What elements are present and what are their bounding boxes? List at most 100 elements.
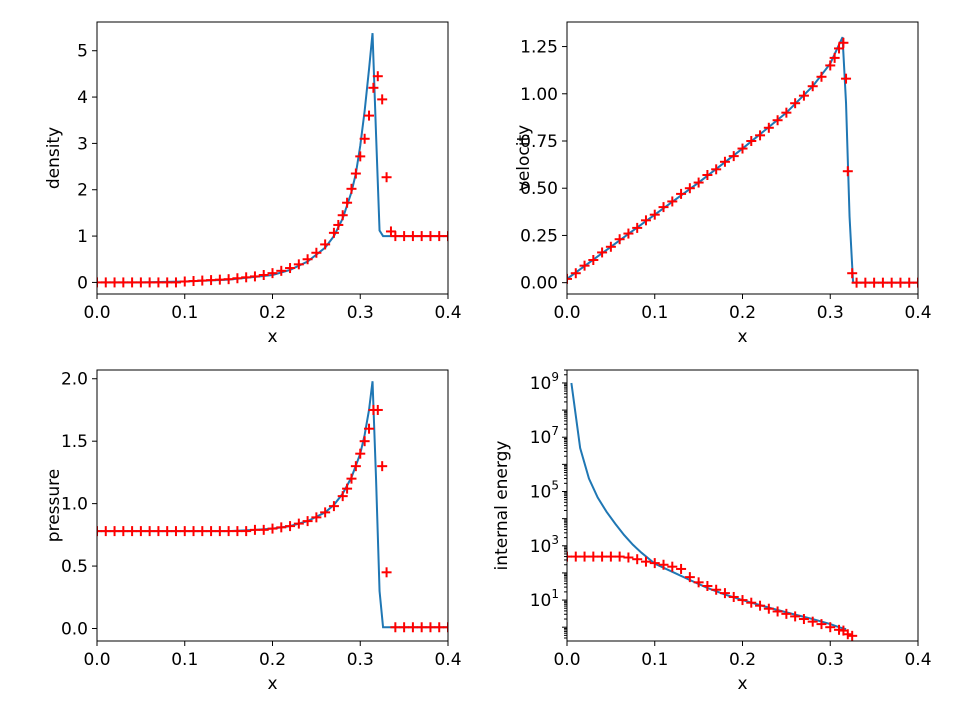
y-tick-label: 0.0	[61, 620, 88, 640]
x-tick-label: 0.0	[553, 303, 580, 323]
data-point-marker	[623, 552, 634, 563]
data-point-marker	[597, 247, 608, 258]
data-point-marker	[355, 151, 366, 162]
data-point-marker	[364, 110, 375, 121]
y-tick-label: 109	[530, 370, 559, 394]
data-point-marker	[825, 622, 836, 633]
data-point-marker	[416, 231, 427, 242]
data-point-marker	[170, 277, 181, 288]
data-point-marker	[302, 254, 313, 265]
data-point-marker	[886, 277, 897, 288]
y-tick-label: 4	[77, 88, 88, 108]
y-tick-label: 0.5	[61, 557, 88, 577]
data-point-marker	[109, 277, 120, 288]
data-point-marker	[425, 622, 436, 633]
data-point-marker	[153, 277, 164, 288]
data-point-marker	[834, 43, 845, 54]
data-point-marker	[135, 526, 146, 537]
data-point-marker	[381, 172, 392, 183]
data-point-marker	[434, 622, 445, 633]
data-point-marker	[676, 563, 687, 574]
data-point-marker	[772, 115, 783, 126]
y-tick-exponent: 7	[551, 424, 559, 438]
data-point-marker	[337, 491, 348, 502]
x-tick-label: 0.1	[641, 650, 668, 670]
data-point-marker	[877, 277, 888, 288]
data-point-marker	[711, 584, 722, 595]
x-tick-label: 0.1	[171, 650, 198, 670]
data-point-marker	[377, 94, 388, 105]
data-point-marker	[605, 241, 616, 252]
data-point-marker	[842, 166, 853, 177]
data-point-marker	[267, 523, 278, 534]
x-tick-label: 0.3	[817, 303, 844, 323]
data-point-marker	[342, 197, 353, 208]
data-point-marker	[640, 215, 651, 226]
y-axis-label: internal energy	[492, 441, 512, 571]
data-point-marker	[153, 526, 164, 537]
data-point-marker	[588, 255, 599, 265]
data-point-marker	[816, 619, 827, 630]
data-point-marker	[860, 277, 871, 288]
data-point-marker	[632, 222, 643, 233]
x-tick-label: 0.2	[729, 303, 756, 323]
data-point-marker	[346, 183, 357, 194]
data-point-marker	[214, 526, 225, 537]
y-tick-label: 101	[530, 587, 559, 611]
data-point-marker	[649, 209, 660, 220]
x-tick-label: 0.3	[817, 650, 844, 670]
x-tick-label: 0.3	[347, 650, 374, 670]
data-point-marker	[807, 616, 818, 627]
data-point-marker	[197, 275, 208, 286]
data-point-marker	[755, 130, 766, 141]
data-point-marker	[320, 239, 331, 250]
data-point-marker	[285, 263, 296, 274]
data-point-marker	[728, 151, 739, 162]
y-tick-label: 1	[77, 227, 88, 247]
data-point-marker	[623, 228, 634, 239]
y-axis-label: velocity	[514, 125, 534, 191]
data-point-marker	[667, 561, 678, 572]
data-point-marker	[390, 231, 401, 242]
data-point-marker	[359, 133, 370, 144]
data-point-marker	[772, 606, 783, 617]
data-point-marker	[434, 231, 445, 242]
data-point-marker	[702, 580, 713, 591]
data-point-marker	[350, 168, 361, 179]
data-point-marker	[293, 259, 304, 270]
data-point-marker	[570, 551, 581, 562]
data-point-marker	[825, 60, 836, 71]
data-point-marker	[372, 404, 383, 415]
data-point-marker	[667, 196, 678, 207]
data-point-marker	[241, 526, 252, 537]
data-point-marker	[276, 522, 287, 533]
data-point-marker	[328, 227, 339, 238]
y-tick-base: 10	[530, 428, 552, 448]
y-tick-label: 107	[530, 424, 559, 448]
data-point-marker	[842, 629, 853, 640]
data-point-marker	[127, 277, 138, 288]
x-tick-label: 0.4	[434, 650, 461, 670]
x-axis-label: x	[267, 327, 277, 347]
data-point-marker	[385, 226, 396, 237]
y-tick-exponent: 9	[551, 370, 559, 384]
data-point-marker	[614, 234, 625, 245]
data-point-marker	[570, 268, 581, 279]
data-point-marker	[737, 143, 748, 154]
data-point-marker	[829, 52, 840, 63]
data-point-marker	[443, 622, 448, 633]
data-point-marker	[223, 274, 234, 285]
data-point-marker	[807, 81, 818, 92]
data-point-marker	[118, 277, 129, 288]
data-point-marker	[790, 98, 801, 109]
data-point-marker	[368, 82, 379, 93]
y-tick-label: 2.0	[61, 370, 88, 390]
data-point-marker	[206, 526, 217, 537]
y-tick-label: 1.0	[61, 495, 88, 515]
y-tick-label: 0.25	[520, 226, 558, 246]
data-point-marker	[97, 526, 102, 537]
data-point-marker	[649, 558, 660, 569]
data-point-marker	[407, 231, 418, 242]
